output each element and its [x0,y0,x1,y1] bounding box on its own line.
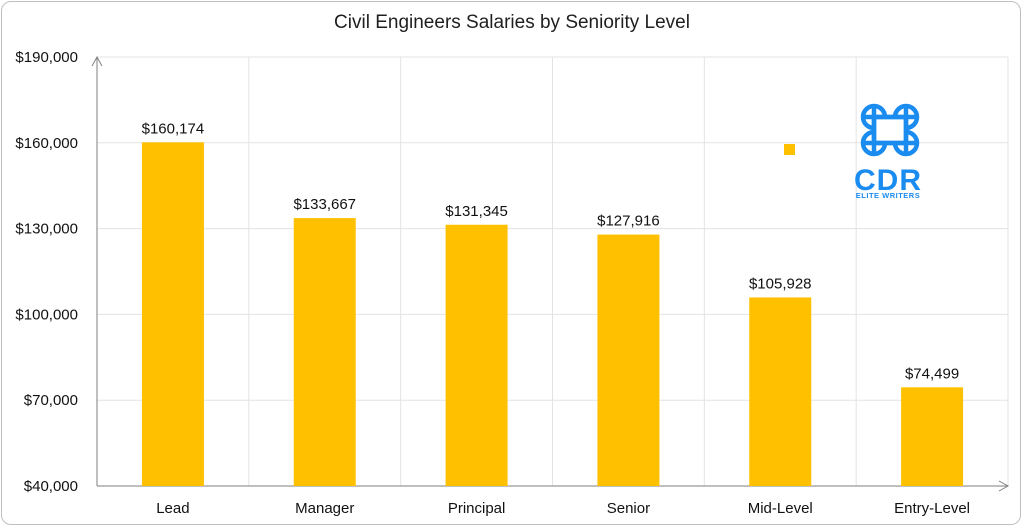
bar [597,234,660,486]
labels: $40,000 $70,000 $100,000 $130,000 $160,000 $1… [15,49,970,517]
bar [749,297,812,486]
logo: CDR ELITE WRITERS [784,103,922,200]
data-label: $160,174 [142,120,205,137]
chart-title: Civil Engineers Salaries by Seniority Le… [334,12,690,33]
bar [901,387,964,486]
y-tick-label: $40,000 [24,478,78,495]
logo-wordmark: CDR [854,164,922,197]
logo-square-mark [784,144,795,155]
y-axis-arrow [91,55,103,67]
x-category-label: Lead [156,500,189,517]
y-tick-label: $160,000 [15,135,78,152]
data-label: $127,916 [597,213,660,230]
x-category-label: Senior [607,500,650,517]
x-axis-arrow [998,480,1010,492]
y-tick-label: $130,000 [15,221,78,238]
x-category-label: Mid-Level [748,500,813,517]
y-tick-label: $100,000 [15,306,78,323]
data-label: $131,345 [445,203,508,220]
cdr-logo-icon [860,103,920,157]
data-label: $74,499 [905,365,959,382]
y-tick-label: $190,000 [15,49,78,66]
x-category-label: Manager [295,500,354,517]
bar [445,224,508,486]
data-label: $105,928 [749,275,812,292]
x-category-label: Entry-Level [894,500,970,517]
x-category-label: Principal [448,500,506,517]
bar [293,218,356,487]
data-label: $133,667 [293,196,356,213]
bar [141,142,204,486]
gridlines [97,56,1009,486]
y-tick-label: $70,000 [24,392,78,409]
axes [91,55,1010,492]
bars [141,142,964,487]
logo-tagline: ELITE WRITERS [856,191,920,200]
